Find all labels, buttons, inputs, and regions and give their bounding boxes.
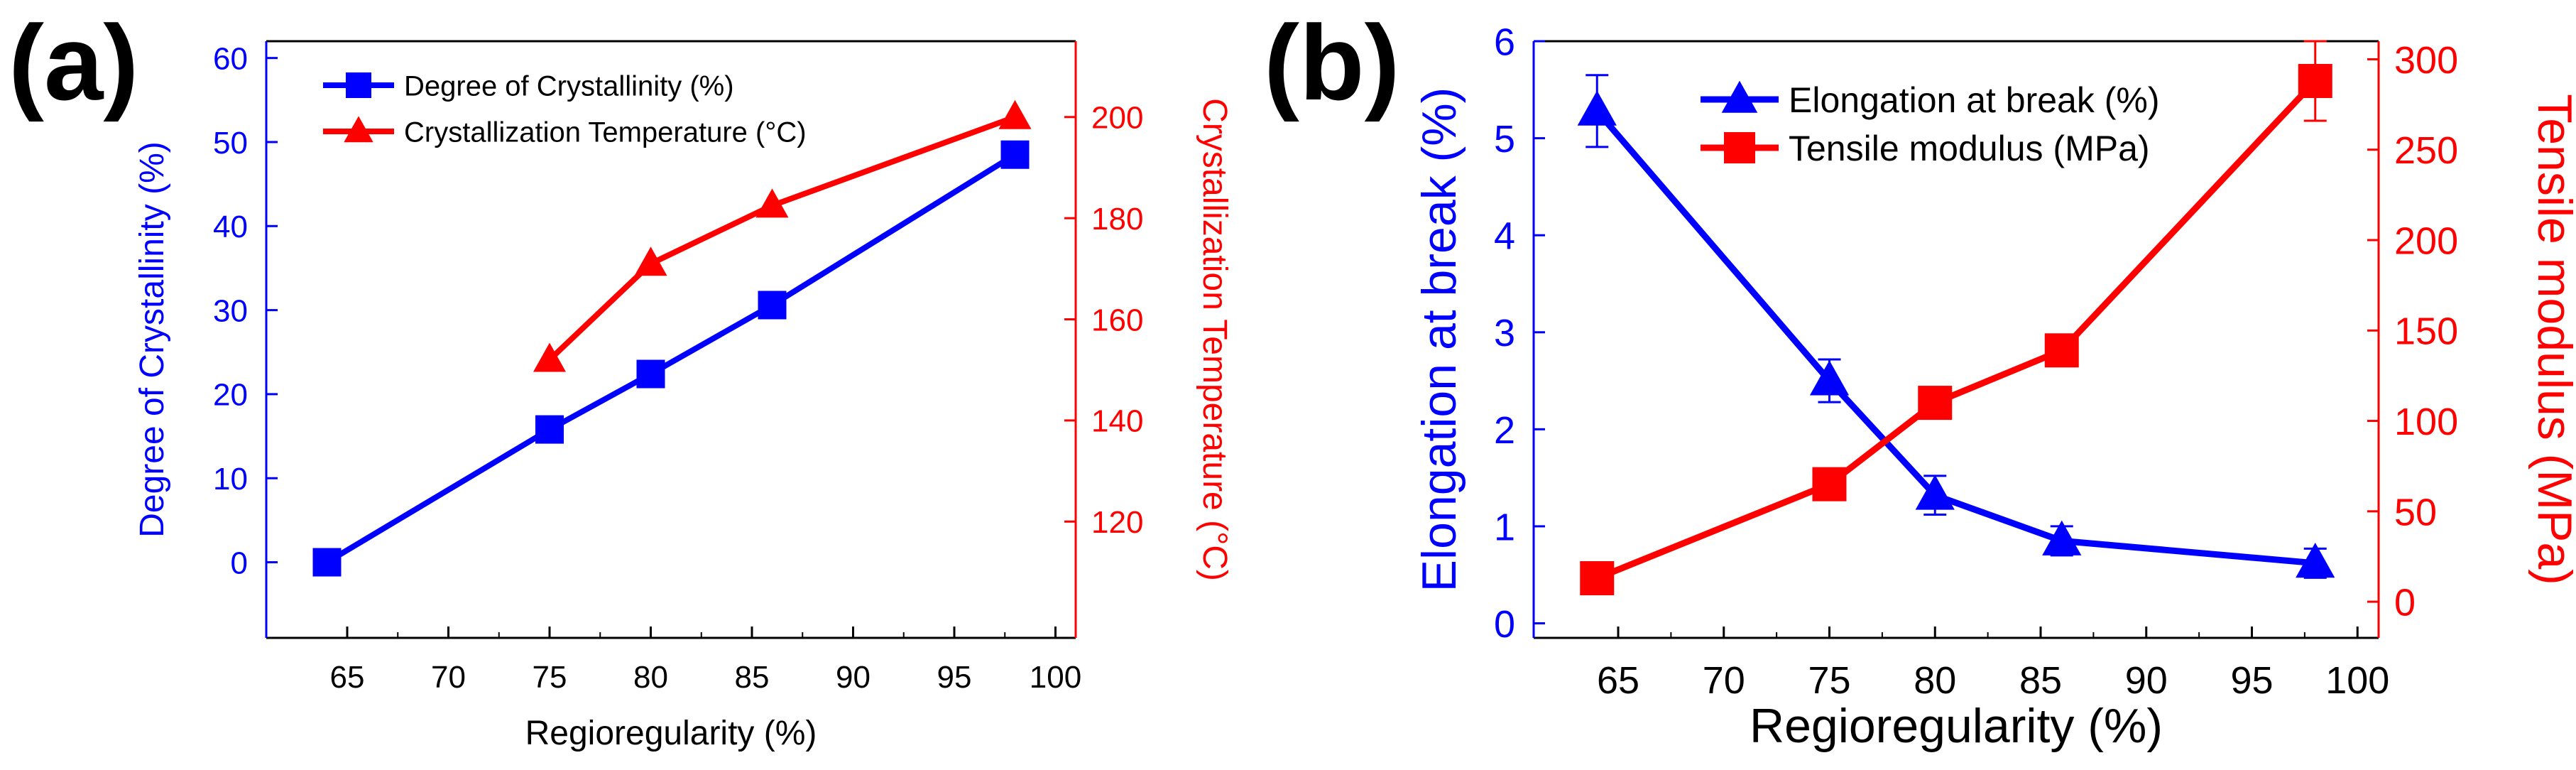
chart-panel-a: 65 70 75 80 85 90 95 100 0 10 20 30 40 50 60 120 140 160 1…: [133, 40, 1233, 752]
data-point: [1809, 360, 1850, 396]
data-point: [1580, 561, 1615, 595]
data-point: [758, 291, 787, 320]
y-right-tick-label: 160: [1091, 303, 1143, 337]
data-point: [755, 188, 789, 218]
data-point: [1915, 475, 1955, 510]
legend-marker: [1724, 132, 1755, 163]
y-left-tick-label: 60: [213, 42, 248, 77]
data-point: [1577, 90, 1617, 126]
x-tick-label: 85: [2019, 659, 2062, 702]
x-tick-label: 70: [431, 660, 466, 695]
x-tick-label: 90: [2125, 659, 2168, 702]
y-right-tick-label: 200: [2394, 219, 2458, 262]
series-line-1: [547, 114, 1016, 362]
data-point: [634, 246, 667, 276]
x-axis-label: Regioregularity (%): [525, 715, 817, 752]
y-right-tick-label: 250: [2394, 129, 2458, 172]
x-tick-label: 70: [1703, 659, 1745, 702]
series-line-0: [1594, 109, 2316, 567]
data-point: [636, 359, 665, 389]
panel-label-b: (b): [1264, 3, 1400, 122]
x-tick-label: 75: [533, 660, 567, 695]
series-line-0: [325, 152, 1017, 565]
x-tick-label: 95: [2230, 659, 2273, 702]
x-axis-label: Regioregularity (%): [1750, 699, 2163, 753]
y-right-tick-label: 50: [2394, 491, 2437, 533]
y-right-tick-label: 200: [1091, 101, 1143, 136]
legend-label: Elongation at break (%): [1789, 80, 2160, 120]
legend-marker: [1721, 80, 1758, 113]
x-tick-label: 65: [1597, 659, 1639, 702]
data-point: [1918, 386, 1953, 421]
y-right-tick-label: 150: [2394, 310, 2458, 353]
y-axis-left-label: Degree of Crystallinity (%): [133, 141, 171, 537]
y-axis-right-label: Crystallization Temperature (°C): [1196, 98, 1233, 581]
legend-label: Crystallization Temperature (°C): [404, 116, 807, 148]
y-right-tick-label: 0: [2394, 582, 2416, 624]
legend-marker: [346, 72, 371, 98]
legend-label: Degree of Crystallinity (%): [404, 70, 734, 102]
x-tick-label: 85: [735, 660, 770, 695]
y-left-tick-label: 30: [213, 293, 248, 328]
y-right-tick-label: 120: [1091, 505, 1143, 540]
data-point: [1812, 467, 1847, 501]
data-point: [1000, 140, 1030, 169]
y-left-tick-label: 2: [1494, 409, 1515, 452]
legend-marker: [344, 116, 373, 143]
x-tick-label: 100: [2325, 659, 2389, 702]
data-point: [2298, 64, 2332, 98]
x-tick-label: 75: [1808, 659, 1850, 702]
y-right-tick-label: 140: [1091, 404, 1143, 439]
x-tick-label: 100: [1030, 660, 1081, 695]
y-left-tick-label: 0: [1494, 603, 1515, 646]
y-left-tick-label: 1: [1494, 506, 1515, 548]
x-tick-label: 90: [836, 660, 871, 695]
data-point: [535, 415, 564, 444]
x-tick-label: 65: [330, 660, 365, 695]
x-tick-label: 80: [633, 660, 668, 695]
y-axis-left-label: Elongation at break (%): [1412, 87, 1466, 592]
y-left-tick-label: 20: [213, 378, 248, 413]
y-left-tick-label: 3: [1494, 312, 1515, 354]
y-left-tick-label: 4: [1494, 215, 1515, 258]
y-right-tick-label: 300: [2394, 39, 2458, 82]
y-left-tick-label: 0: [231, 546, 248, 580]
y-left-tick-label: 6: [1494, 21, 1515, 63]
y-right-tick-label: 100: [2394, 401, 2458, 443]
y-right-tick-label: 180: [1091, 202, 1143, 237]
y-axis-right-label: Tensile modulus (MPa): [2528, 94, 2576, 585]
data-point: [2296, 543, 2335, 578]
y-left-tick-label: 10: [213, 462, 248, 497]
data-point: [2042, 520, 2082, 555]
data-point: [533, 342, 566, 372]
y-left-tick-label: 40: [213, 210, 248, 244]
x-tick-label: 80: [1914, 659, 1956, 702]
y-left-tick-label: 50: [213, 126, 248, 161]
y-left-tick-label: 5: [1494, 118, 1515, 161]
data-point: [2044, 333, 2079, 368]
data-point: [998, 99, 1032, 129]
panel-label-a: (a): [9, 3, 138, 122]
x-tick-label: 95: [937, 660, 972, 695]
data-point: [312, 548, 342, 577]
legend-label: Tensile modulus (MPa): [1789, 129, 2150, 168]
chart-panel-b: 65 70 75 80 85 90 95 10001234560501001502002503…: [1412, 21, 2576, 753]
